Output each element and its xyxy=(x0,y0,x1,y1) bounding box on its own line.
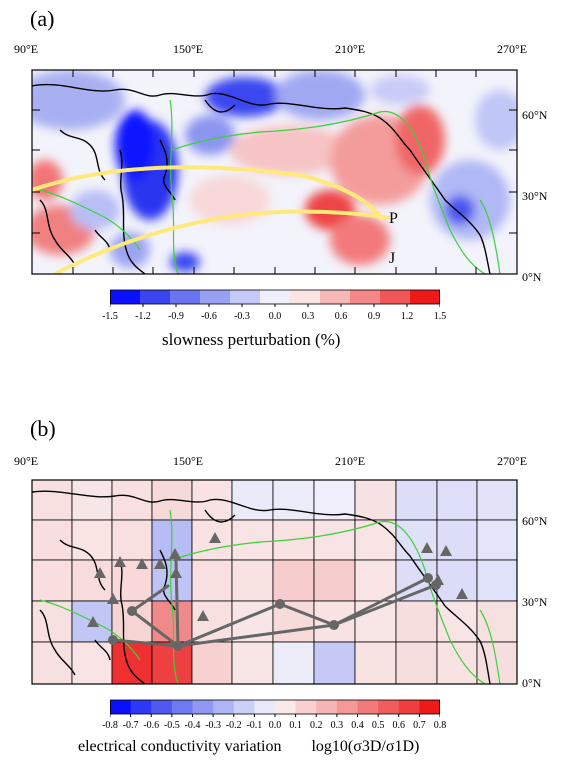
panel-b-conductivity-grid xyxy=(32,480,517,684)
panel-b-colorbar-swatch xyxy=(336,700,359,714)
panel-a-lat-tick-30: 30°N xyxy=(522,189,548,203)
panel-b-lat-tick-30: 30°N xyxy=(522,595,548,609)
panel-a-path-label-j: J xyxy=(389,250,396,267)
panel-a-colorbar-tick-label: -0.6 xyxy=(201,311,217,322)
panel-b-colorbar-swatch xyxy=(151,700,173,714)
panel-a-colorbar-tick-label: -0.3 xyxy=(234,311,250,322)
panel-b-colorbar-swatch xyxy=(233,700,255,714)
panel-a-colorbar-swatch xyxy=(350,290,381,304)
panel-b-label: (b) xyxy=(30,416,56,441)
panel-b-lat-tick-60: 60°N xyxy=(522,514,548,528)
panel-a-colorbar-swatch xyxy=(230,290,261,304)
panel-b-colorbar-tick-label: -0.1 xyxy=(246,720,263,731)
panel-a-lat-tick-60: 60°N xyxy=(522,108,548,122)
panel-a-label: (a) xyxy=(30,6,55,31)
panel-b-colorbar-swatch xyxy=(254,700,276,714)
panel-a-colorbar-swatch xyxy=(320,290,351,304)
panel-a-colorbar-tick-label: 0.9 xyxy=(367,311,381,322)
panel-b-lon-tick-90: 90°E xyxy=(14,454,39,468)
panel-b-colorbar-swatch xyxy=(419,700,440,714)
panel-b-colorbar-swatch xyxy=(378,700,400,714)
panel-b-colorbar-tick-label: 0.5 xyxy=(371,720,385,731)
panel-b-colorbar-tick-label: 0.8 xyxy=(433,720,447,731)
panel-b-lon-tick-210: 210°E xyxy=(335,454,366,468)
panel-a-colorbar-tick-label: 0.3 xyxy=(301,311,315,322)
panel-b-colorbar-title: electrical conductivity variation log10(… xyxy=(78,738,419,756)
panel-b-colorbar-tick-label: 0.7 xyxy=(413,720,426,731)
panel-a-lon-tick-90: 90°E xyxy=(14,42,39,56)
panel-b-colorbar-swatch xyxy=(316,700,338,714)
panel-a-colorbar-tick-label: 0.6 xyxy=(334,311,348,322)
panel-a-plate-boundaries xyxy=(39,99,501,274)
panel-b-lat-tick-0: 0°N xyxy=(522,676,542,690)
panel-a-colorbar-title: slowness perturbation (%) xyxy=(162,330,341,349)
panel-b-colorbar-swatch xyxy=(110,700,132,714)
panel-a-colorbar-tick-label: -1.5 xyxy=(102,311,118,322)
panel-b-colorbar xyxy=(110,699,440,717)
panel-b-lon-tick-270: 270°E xyxy=(497,454,528,468)
panel-b-colorbar-tick-label: 0.3 xyxy=(330,720,344,731)
panel-b-colorbar-swatch xyxy=(398,700,420,714)
panel-b-triangle-markers xyxy=(87,532,468,627)
panel-a-colorbar-swatch xyxy=(290,290,321,304)
panel-a-colorbar-tick-label: -1.2 xyxy=(135,311,151,322)
panel-a-lon-tick-270: 270°E xyxy=(497,42,528,56)
panel-b-colorbar-tick-label: -0.5 xyxy=(163,720,180,731)
panel-b-colorbar-tick-label: 0.0 xyxy=(268,720,282,731)
panel-b-colorbar-tick-label: 0.4 xyxy=(351,720,364,731)
panel-a-colorbar-swatch xyxy=(410,290,440,304)
panel-a-colorbar-swatch xyxy=(170,290,201,304)
panel-b-colorbar-tick-label: -0.4 xyxy=(184,720,201,731)
panel-a-colorbar-swatch xyxy=(110,290,141,304)
panel-b-colorbar-swatch xyxy=(192,700,214,714)
panel-a-colorbar-swatch xyxy=(380,290,411,304)
panel-b-cable-paths xyxy=(111,558,438,648)
panel-b-colorbar-tick-label: 0.2 xyxy=(310,720,323,731)
panel-a-path-label-p: P xyxy=(389,210,398,227)
panel-b-colorbar-swatch xyxy=(295,700,317,714)
panel-a-lat-tick-0: 0°N xyxy=(522,270,542,284)
panel-a-lon-tick-210: 210°E xyxy=(335,42,366,56)
panel-b-frame xyxy=(31,479,518,685)
panel-b-plate-boundaries xyxy=(39,509,501,684)
panel-a-colorbar-tick-label: -0.9 xyxy=(168,311,184,322)
panel-b-lon-tick-150: 150°E xyxy=(173,454,204,468)
panel-b-colorbar-tick-label: 0.6 xyxy=(392,720,406,731)
panel-a-colorbar-swatch xyxy=(200,290,231,304)
panel-b-colorbar-swatch xyxy=(171,700,194,714)
panel-b-colorbar-tick-label: -0.2 xyxy=(225,720,242,731)
panel-a-colorbar-swatch xyxy=(260,290,291,304)
panel-b-colorbar-tick-label: 0.1 xyxy=(289,720,302,731)
panel-a-colorbar-tick-label: 1.2 xyxy=(400,311,414,322)
panel-a-colorbar-tick-label: 1.5 xyxy=(433,311,447,322)
panel-a-frame-ticks xyxy=(32,70,517,274)
panel-b-colorbar-tick-label: -0.8 xyxy=(102,720,118,731)
panel-a-ray-paths xyxy=(32,165,391,274)
panel-b-colorbar-swatch xyxy=(357,700,379,714)
panel-b-colorbar-tick-label: -0.7 xyxy=(122,720,139,731)
panel-a-colorbar-tick-label: 0.0 xyxy=(268,311,282,322)
panel-b-colorbar-title-formula: log10(σ3D/σ1D) xyxy=(311,738,420,755)
panel-a-colorbar-swatch xyxy=(140,290,171,304)
panel-a-lon-tick-150: 150°E xyxy=(173,42,204,56)
panel-b-colorbar-swatch xyxy=(213,700,235,714)
panel-b-colorbar-swatch xyxy=(130,700,152,714)
panel-b-colorbar-tick-label: -0.3 xyxy=(205,720,222,731)
panel-b-colorbar-swatch xyxy=(275,700,297,714)
panel-b-colorbar-title-main: electrical conductivity variation xyxy=(78,738,282,755)
panel-b-colorbar-tick-label: -0.6 xyxy=(143,720,160,731)
panel-b-coastlines xyxy=(32,490,491,684)
panel-a-slowness-field xyxy=(32,70,517,272)
panel-a-colorbar xyxy=(110,289,440,307)
